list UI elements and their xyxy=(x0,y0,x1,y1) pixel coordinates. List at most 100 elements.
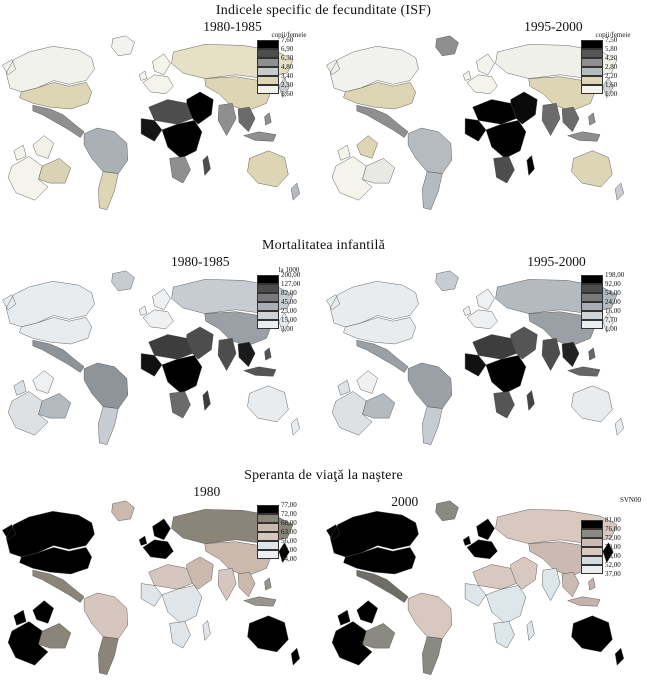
region-safrica xyxy=(169,391,191,419)
region-safrica xyxy=(493,621,515,649)
legend-label: 56,00 xyxy=(281,537,297,545)
legend: la 1000 200,00 127,00 82,00 45,00 23,00 15,00… xyxy=(257,266,321,334)
legend-label: 7,60 xyxy=(281,36,294,44)
region-wafrica xyxy=(140,118,163,142)
legend-label: 16,00 xyxy=(605,307,621,315)
map-subtitle: 1980-1985 xyxy=(203,19,262,34)
region-samerica_n xyxy=(407,592,453,640)
legend-label: 4,20 xyxy=(605,54,618,62)
region-inset_east xyxy=(362,622,396,649)
legend-swatch xyxy=(581,40,603,49)
region-mexico xyxy=(356,104,409,138)
region-madagascar xyxy=(202,620,211,641)
legend-label: 68,00 xyxy=(281,519,297,527)
region-europe xyxy=(462,288,498,330)
region-seasia xyxy=(237,341,256,368)
legend-swatch xyxy=(581,565,603,574)
legend-label: 77,00 xyxy=(281,501,297,509)
legend-label: 72,00 xyxy=(605,534,621,542)
region-europe xyxy=(462,53,498,95)
legend-body: 7,60 6,90 6,30 4,80 3,40 2,30 1,60 xyxy=(257,36,321,99)
legend-swatch xyxy=(581,49,603,58)
region-australia xyxy=(571,150,613,188)
region-mexico xyxy=(356,339,409,373)
map-subtitle: 1995-2000 xyxy=(527,254,586,269)
region-nafrica xyxy=(148,564,193,590)
region-samerica_s xyxy=(97,406,119,446)
legend-label: 45,00 xyxy=(281,298,297,306)
legend-swatch xyxy=(257,284,279,293)
legend-body: 7,50 5,80 4,20 2,80 2,20 1,60 1,00 xyxy=(581,36,645,99)
region-samerica_n xyxy=(83,592,129,640)
region-madagascar xyxy=(526,390,535,411)
region-greenland xyxy=(111,270,135,292)
region-inset_north xyxy=(32,135,55,159)
section-fertility: Indicele specific de fecunditate (ISF) 1… xyxy=(0,0,647,235)
legend-swatch xyxy=(581,311,603,320)
region-seasia xyxy=(237,571,256,598)
legend-swatch xyxy=(581,538,603,547)
section-title: Speranta de viaţă la naştere xyxy=(244,468,403,483)
region-inset_north xyxy=(356,370,379,394)
legend-swatch xyxy=(581,529,603,538)
region-safrica xyxy=(493,156,515,184)
legend-swatches xyxy=(581,275,603,329)
legend-label: 76,00 xyxy=(605,525,621,533)
legend-swatch xyxy=(581,556,603,565)
legend-labels: 81,00 76,00 72,00 70,00 66,00 52,00 37,00 xyxy=(605,516,621,579)
legend-label: 63,00 xyxy=(281,528,297,536)
legend: copii/femeie 7,60 6,90 6,30 4,80 3,40 2,30 1,6… xyxy=(257,31,321,99)
region-wafrica xyxy=(464,583,487,607)
region-europe xyxy=(462,518,498,560)
region-greenland xyxy=(435,270,459,292)
region-newzealand xyxy=(614,182,625,201)
region-samerica_s xyxy=(421,406,443,446)
section-mortality: Mortalitatea infantilă 1980-1985 la 1000… xyxy=(0,235,647,465)
region-inset_north xyxy=(356,600,379,624)
legend-label: 200,00 xyxy=(281,271,301,279)
legend-swatch xyxy=(257,311,279,320)
legend-swatch xyxy=(257,67,279,76)
region-nafrica xyxy=(472,334,517,360)
region-australia xyxy=(247,150,289,188)
legend-label: 6,90 xyxy=(281,45,294,53)
legend-body: 81,00 76,00 72,00 70,00 66,00 52,00 37,00 xyxy=(581,516,645,579)
region-inset_east xyxy=(38,622,72,649)
legend-swatches xyxy=(581,40,603,94)
region-cafrica xyxy=(485,584,527,624)
region-newzealand xyxy=(614,647,625,666)
legend-header: copii/femeie xyxy=(271,31,307,39)
region-samerica_n xyxy=(83,127,129,175)
legend-header: SVN00 xyxy=(619,496,641,504)
region-europe xyxy=(138,518,174,560)
legend-label: 7,50 xyxy=(605,36,618,44)
region-greenland xyxy=(111,35,135,57)
legend-label: 7,70 xyxy=(605,316,618,324)
legend-label: 1,60 xyxy=(605,81,618,89)
legend-swatches xyxy=(581,520,603,574)
region-samerica_s xyxy=(97,636,119,676)
legend-label: 1,00 xyxy=(605,325,618,333)
region-madagascar xyxy=(526,155,535,176)
region-greenland xyxy=(435,35,459,57)
legend-label: 66,00 xyxy=(605,552,621,560)
legend: copii/femeie 7,50 5,80 4,20 2,80 2,20 1,60 1,0… xyxy=(581,31,645,99)
legend-label: 1,60 xyxy=(281,90,294,98)
legend-swatch xyxy=(257,505,279,514)
map-subtitle: 1980-1985 xyxy=(171,254,230,269)
region-newzealand xyxy=(290,647,301,666)
legend-swatch xyxy=(581,320,603,329)
map-panel-life-1980: 1980 77,00 72,00 68,00 63,00 56,00 48,00 34,00 xyxy=(0,484,323,689)
legend-labels: 7,50 5,80 4,20 2,80 2,20 1,60 1,00 xyxy=(605,36,617,99)
legend-body: 198,00 92,00 54,00 24,00 16,00 7,70 1,00 xyxy=(581,271,645,334)
region-inset_east xyxy=(362,157,396,184)
region-cafrica xyxy=(485,119,527,159)
legend-swatch xyxy=(581,85,603,94)
region-europe xyxy=(138,53,174,95)
region-cafrica xyxy=(161,584,203,624)
region-inset_east xyxy=(38,157,72,184)
legend-labels: 7,60 6,90 6,30 4,80 3,40 2,30 1,60 xyxy=(281,36,293,99)
region-australia xyxy=(247,385,289,423)
region-samerica_n xyxy=(407,127,453,175)
legend: SVN00 81,00 76,00 72,00 70,00 66,00 52,00 37,0… xyxy=(581,496,645,579)
